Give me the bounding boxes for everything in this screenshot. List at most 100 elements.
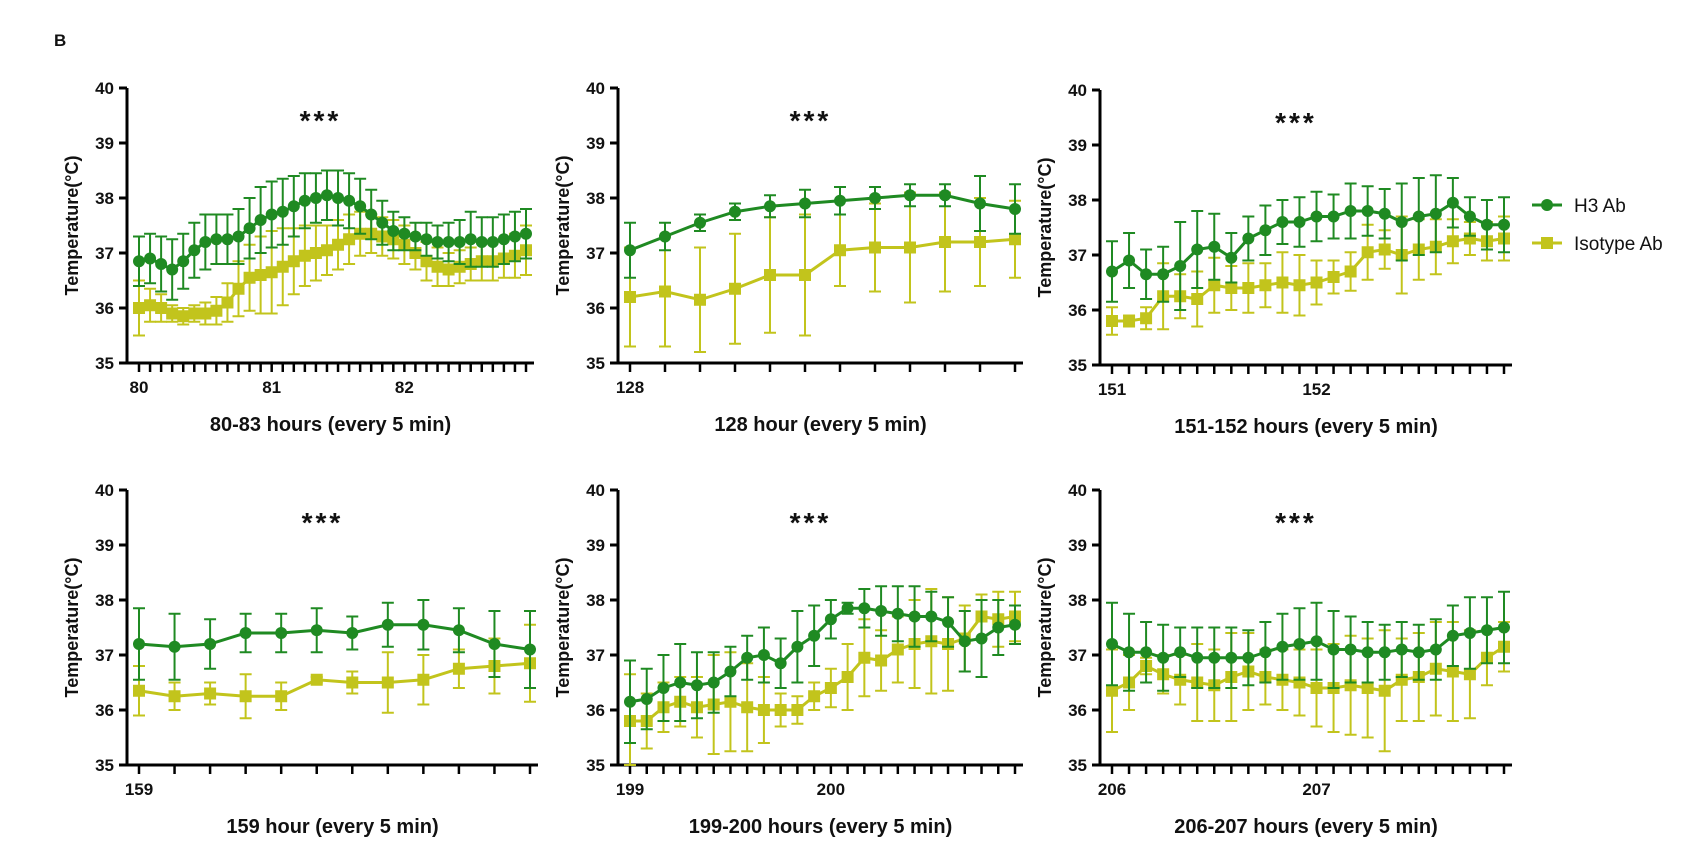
series-h3 — [624, 175, 1021, 279]
data-point-h3 — [1293, 638, 1306, 650]
data-point-isotype — [420, 255, 433, 268]
data-point-isotype — [431, 260, 444, 273]
y-axis-title: Temperature(°C) — [553, 156, 573, 296]
data-point-isotype — [1191, 293, 1204, 305]
data-point-h3 — [875, 605, 888, 617]
chart-panel-6: 35 36 37 38 39 40 206 207 Temperature(°C) 206-207… — [1035, 481, 1512, 838]
data-point-h3 — [442, 236, 455, 248]
y-tick-label: 35 — [95, 756, 114, 775]
series-h3 — [1106, 174, 1510, 311]
data-point-h3 — [1106, 638, 1118, 650]
data-point-isotype — [1208, 279, 1221, 292]
series-h3 — [133, 599, 536, 689]
data-point-isotype — [1276, 276, 1289, 289]
data-point-isotype — [133, 302, 145, 314]
data-point-h3 — [1480, 218, 1493, 231]
data-point-isotype — [808, 690, 821, 703]
data-point-h3 — [824, 613, 837, 626]
data-point-h3 — [332, 192, 345, 204]
y-tick-label: 39 — [1068, 136, 1087, 155]
data-point-isotype — [452, 662, 465, 675]
data-point-h3 — [254, 214, 267, 226]
legend-label-h3: H3 Ab — [1574, 196, 1626, 217]
data-point-h3 — [275, 627, 288, 639]
data-point-isotype — [155, 302, 168, 314]
data-point-h3 — [475, 236, 488, 248]
x-tick-label: 128 — [616, 378, 644, 397]
series-h3 — [133, 169, 532, 301]
x-tick-label: 159 — [125, 780, 153, 799]
data-point-h3 — [144, 252, 157, 265]
data-point-h3 — [640, 693, 653, 705]
panel-letter: B — [54, 31, 66, 50]
data-point-isotype — [858, 651, 871, 664]
data-point-isotype — [243, 271, 256, 284]
significance-marker: *** — [302, 507, 344, 538]
data-point-h3 — [1310, 635, 1323, 648]
data-point-isotype — [275, 690, 288, 703]
y-tick-label: 35 — [1068, 756, 1087, 775]
data-point-isotype — [1446, 235, 1459, 248]
data-point-h3 — [243, 222, 256, 235]
significance-marker: *** — [1275, 107, 1317, 138]
data-point-isotype — [166, 307, 179, 320]
data-point-h3 — [464, 233, 477, 246]
data-point-isotype — [309, 247, 322, 259]
y-tick-label: 40 — [95, 481, 114, 500]
data-point-h3 — [1225, 651, 1238, 664]
series-line-h3 — [1111, 200, 1504, 276]
data-point-isotype — [757, 704, 770, 716]
y-tick-label: 38 — [586, 591, 605, 610]
data-point-h3 — [1327, 210, 1340, 223]
y-tick-label: 35 — [586, 354, 605, 373]
y-tick-label: 35 — [586, 756, 605, 775]
data-point-h3 — [365, 208, 378, 221]
data-point-h3 — [1378, 646, 1391, 659]
data-point-h3 — [309, 192, 322, 204]
y-tick-label: 38 — [1068, 191, 1087, 210]
y-tick-label: 36 — [586, 701, 605, 720]
data-point-h3 — [1344, 205, 1357, 217]
data-point-h3 — [707, 676, 720, 689]
data-point-isotype — [310, 673, 323, 686]
data-point-h3 — [133, 638, 145, 650]
y-tick-label: 36 — [586, 299, 605, 318]
data-point-isotype — [724, 695, 737, 708]
y-axis-title: Temperature(°C) — [62, 558, 82, 698]
data-point-isotype — [1225, 282, 1238, 294]
data-point-h3 — [1276, 640, 1289, 653]
data-point-isotype — [1378, 684, 1391, 697]
data-point-h3 — [1412, 210, 1425, 223]
data-point-h3 — [210, 233, 223, 246]
data-point-h3 — [659, 230, 671, 243]
data-point-isotype — [1327, 271, 1340, 283]
data-point-h3 — [486, 236, 499, 248]
data-point-isotype — [346, 676, 359, 689]
data-point-h3 — [488, 638, 501, 650]
data-point-h3 — [975, 632, 988, 645]
y-tick-label: 39 — [586, 536, 605, 555]
y-tick-label: 37 — [586, 646, 605, 665]
data-point-h3 — [799, 197, 811, 210]
chart-panel-1: 35 36 37 38 39 40 80 81 82 Temperature(°C) 80-83 h… — [62, 79, 534, 436]
data-point-h3 — [1344, 643, 1357, 656]
data-point-isotype — [834, 244, 846, 257]
legend: H3 Ab Isotype Ab — [1532, 196, 1663, 255]
data-point-isotype — [188, 307, 201, 320]
data-point-isotype — [1009, 233, 1021, 246]
data-point-isotype — [1106, 315, 1118, 327]
data-point-h3 — [1208, 651, 1221, 664]
data-point-isotype — [1123, 315, 1136, 327]
data-point-h3 — [958, 635, 971, 648]
data-point-h3 — [1429, 643, 1442, 656]
significance-marker: *** — [1275, 507, 1317, 538]
data-point-h3 — [343, 194, 356, 207]
x-axis-title: 199-200 hours (every 5 min) — [689, 816, 952, 838]
data-point-h3 — [1327, 643, 1340, 656]
data-point-h3 — [1361, 646, 1374, 659]
data-point-h3 — [1463, 210, 1476, 223]
data-point-h3 — [992, 621, 1005, 634]
data-point-isotype — [1446, 665, 1459, 678]
data-point-h3 — [1140, 646, 1153, 659]
